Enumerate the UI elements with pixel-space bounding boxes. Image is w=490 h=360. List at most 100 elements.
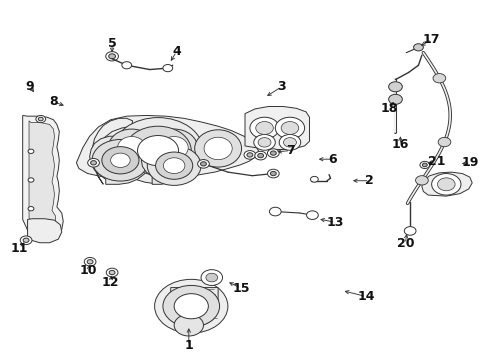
Text: 9: 9 [25,80,34,93]
Circle shape [416,176,428,185]
Circle shape [106,268,118,277]
Circle shape [20,236,32,244]
Circle shape [147,146,201,185]
Circle shape [174,315,203,336]
Text: 16: 16 [392,138,409,151]
Circle shape [31,231,41,238]
Polygon shape [171,288,218,325]
Circle shape [270,151,276,155]
Ellipse shape [108,129,155,166]
Text: 20: 20 [396,237,414,250]
Circle shape [281,122,299,134]
Circle shape [275,117,305,139]
Circle shape [88,158,99,167]
Circle shape [247,153,253,157]
Polygon shape [27,219,62,243]
Text: 3: 3 [277,80,286,93]
Circle shape [92,139,149,181]
Circle shape [197,159,209,168]
Circle shape [200,162,206,166]
Circle shape [102,147,139,174]
Circle shape [206,273,218,282]
Circle shape [36,116,46,123]
Circle shape [422,163,427,167]
Ellipse shape [204,137,232,159]
Circle shape [284,138,296,147]
Circle shape [28,149,34,153]
Circle shape [433,73,446,83]
Polygon shape [23,116,63,239]
Polygon shape [76,116,259,179]
Circle shape [87,260,93,264]
Circle shape [106,51,119,61]
Text: 14: 14 [357,290,375,303]
Text: 12: 12 [102,276,120,289]
Circle shape [122,62,132,69]
Polygon shape [142,147,187,184]
Circle shape [138,135,178,166]
Circle shape [404,226,416,235]
Text: 19: 19 [462,156,479,169]
Circle shape [268,169,279,178]
Circle shape [163,64,172,72]
Circle shape [438,138,451,147]
Circle shape [270,171,276,176]
Circle shape [414,44,423,51]
Circle shape [113,118,203,184]
Text: 7: 7 [286,144,295,157]
Circle shape [201,270,222,285]
Polygon shape [90,136,151,184]
Circle shape [270,207,281,216]
Circle shape [268,149,279,157]
Circle shape [311,176,319,182]
Circle shape [432,174,461,195]
Circle shape [109,270,115,275]
Text: 6: 6 [329,153,337,166]
Polygon shape [93,118,133,184]
Circle shape [163,285,220,327]
Circle shape [23,238,29,242]
Text: 17: 17 [423,33,441,46]
Ellipse shape [195,130,242,167]
Text: 5: 5 [108,36,117,50]
Circle shape [28,207,34,211]
Text: 4: 4 [172,45,181,58]
Polygon shape [29,121,55,231]
Circle shape [84,257,96,266]
Text: 8: 8 [49,95,58,108]
Text: 10: 10 [80,264,98,277]
Circle shape [389,94,402,104]
Text: 15: 15 [232,282,250,295]
Circle shape [244,150,256,159]
Circle shape [174,294,208,319]
Circle shape [389,82,402,92]
Circle shape [307,211,318,220]
Ellipse shape [151,129,197,166]
Text: 21: 21 [428,155,445,168]
Circle shape [258,153,264,158]
Ellipse shape [160,136,188,159]
Text: 1: 1 [184,339,193,352]
Circle shape [125,126,191,175]
Ellipse shape [118,136,146,159]
Text: 11: 11 [10,242,28,255]
Circle shape [420,161,430,168]
Circle shape [109,54,116,59]
Circle shape [91,161,97,165]
Polygon shape [422,172,472,196]
Circle shape [38,117,43,121]
Circle shape [279,134,301,150]
Circle shape [254,134,275,150]
Circle shape [258,138,271,147]
Circle shape [28,178,34,182]
Circle shape [163,158,185,174]
Circle shape [256,122,273,134]
Text: 13: 13 [327,216,344,229]
Circle shape [438,178,455,191]
Polygon shape [245,107,310,149]
Text: 2: 2 [365,174,374,187]
Text: 18: 18 [380,102,398,115]
Circle shape [156,152,193,179]
Circle shape [111,153,130,167]
Circle shape [155,279,228,333]
